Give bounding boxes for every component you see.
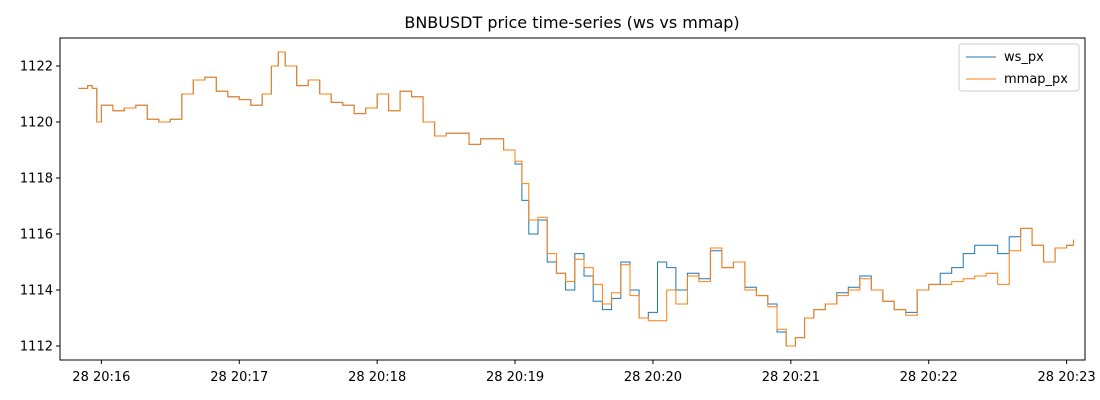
plot-area-frame (59, 37, 1086, 361)
x-tick-label: 28 20:17 (210, 370, 268, 385)
y-tick-label: 1118 (20, 172, 53, 187)
x-tick-label: 28 20:19 (486, 370, 544, 385)
y-axis: 1112 1114 1116 1118 1120 1122 (20, 60, 60, 355)
x-tick-label: 28 20:16 (72, 370, 130, 385)
y-tick-label: 1120 (20, 116, 53, 131)
y-tick-label: 1114 (20, 284, 53, 299)
x-tick-label: 28 20:20 (624, 370, 682, 385)
legend: ws_px mmap_px (958, 43, 1080, 92)
series-layer (78, 51, 1074, 347)
series-line-mmap-px (78, 51, 1074, 347)
y-tick-label: 1116 (20, 228, 53, 243)
x-tick-label: 28 20:23 (1038, 370, 1096, 385)
legend-label-mmap-px: mmap_px (1004, 72, 1068, 87)
y-tick-label: 1122 (20, 60, 53, 75)
chart-title: BNBUSDT price time-series (ws vs mmap) (404, 13, 739, 32)
x-tick-label: 28 20:18 (348, 370, 406, 385)
x-tick-label: 28 20:22 (900, 370, 958, 385)
legend-label-ws-px: ws_px (1004, 50, 1044, 65)
x-axis: 28 20:16 28 20:17 28 20:18 28 20:19 28 20:20… (72, 360, 1096, 385)
y-tick-label: 1112 (20, 340, 53, 355)
x-tick-label: 28 20:21 (762, 370, 820, 385)
